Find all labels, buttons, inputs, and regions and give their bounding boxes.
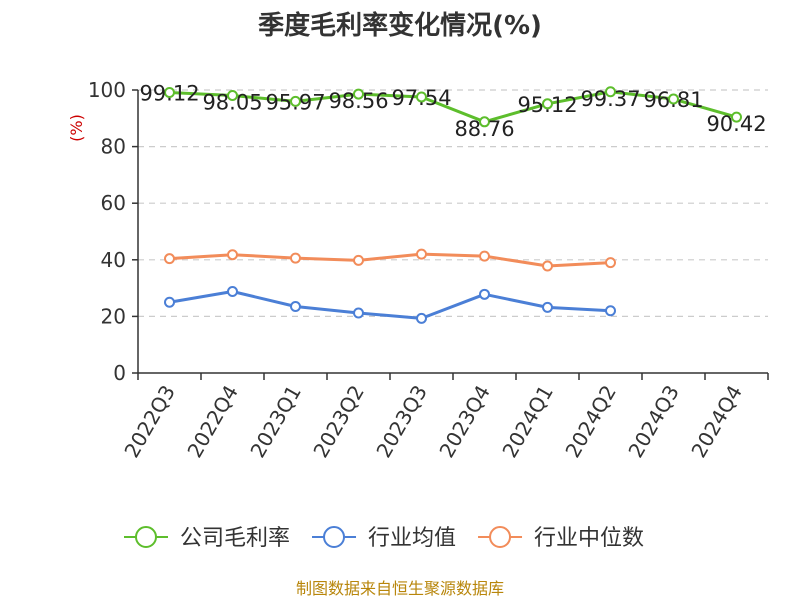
x-tick-label: 2024Q1 bbox=[497, 381, 557, 462]
data-point bbox=[290, 300, 301, 312]
series-line bbox=[169, 289, 611, 320]
data-point bbox=[353, 307, 364, 319]
data-point bbox=[416, 248, 427, 260]
legend-label: 行业中位数 bbox=[534, 526, 644, 551]
data-point bbox=[542, 98, 553, 110]
data-label: 99.37 bbox=[580, 87, 640, 111]
series-line bbox=[169, 252, 611, 268]
data-point bbox=[605, 305, 616, 317]
x-tick-label: 2024Q4 bbox=[686, 381, 746, 462]
data-point bbox=[290, 252, 301, 264]
data-point bbox=[353, 254, 364, 266]
data-label: 98.56 bbox=[328, 89, 388, 113]
chart-title: 季度毛利率变化情况(%) bbox=[258, 10, 542, 41]
data-point bbox=[227, 285, 238, 297]
series-2 bbox=[164, 285, 616, 324]
legend-label: 行业均值 bbox=[368, 526, 456, 551]
y-axis-unit: (%) bbox=[67, 114, 86, 142]
data-point bbox=[479, 250, 490, 262]
data-point bbox=[605, 257, 616, 269]
source-note: 制图数据来自恒生聚源数据库 bbox=[296, 579, 504, 598]
data-point bbox=[542, 301, 553, 313]
x-tick-label: 2024Q2 bbox=[560, 381, 620, 462]
series-1 bbox=[164, 86, 742, 128]
data-label: 90.42 bbox=[706, 112, 766, 136]
legend-item-2[interactable]: 行业均值 bbox=[312, 526, 456, 551]
legend-marker-icon bbox=[489, 526, 512, 548]
series-lines bbox=[164, 86, 742, 324]
legend-marker-icon bbox=[323, 526, 346, 548]
y-tick-label: 100 bbox=[88, 78, 126, 102]
y-tick-label: 0 bbox=[113, 361, 126, 385]
x-tick-label: 2023Q1 bbox=[245, 381, 305, 462]
data-label: 95.12 bbox=[517, 93, 577, 117]
data-label: 95.97 bbox=[265, 90, 325, 114]
legend-marker-icon bbox=[135, 526, 157, 548]
data-point bbox=[164, 86, 175, 98]
legend-label: 公司毛利率 bbox=[180, 526, 290, 551]
data-point bbox=[731, 111, 742, 123]
series-3 bbox=[164, 248, 616, 272]
x-tick-label: 2023Q3 bbox=[371, 381, 431, 462]
data-point bbox=[164, 296, 175, 308]
data-point bbox=[416, 312, 427, 324]
data-point bbox=[290, 95, 301, 107]
data-point bbox=[479, 288, 490, 300]
data-label: 99.12 bbox=[139, 81, 199, 105]
data-label: 96.81 bbox=[643, 88, 703, 112]
x-tick-label: 2024Q3 bbox=[623, 381, 683, 462]
data-label: 97.54 bbox=[391, 86, 451, 110]
data-point bbox=[227, 90, 238, 102]
data-point bbox=[164, 253, 175, 265]
data-point bbox=[416, 91, 427, 103]
data-point bbox=[353, 88, 364, 100]
y-tick-label: 60 bbox=[101, 191, 126, 215]
grid-lines bbox=[138, 89, 768, 317]
y-tick-label: 80 bbox=[101, 135, 126, 159]
x-tick-label: 2023Q4 bbox=[434, 381, 494, 462]
data-label: 88.76 bbox=[454, 117, 514, 141]
data-point bbox=[479, 116, 490, 128]
data-point bbox=[227, 249, 238, 261]
legend-item-3[interactable]: 行业中位数 bbox=[478, 526, 644, 551]
data-point bbox=[605, 86, 616, 98]
x-tick-label: 2022Q3 bbox=[119, 381, 179, 462]
legend-item-1[interactable]: 公司毛利率 bbox=[124, 526, 290, 551]
data-point bbox=[542, 260, 553, 272]
data-label: 98.05 bbox=[202, 91, 262, 115]
legend: 公司毛利率 行业均值 行业中位数 bbox=[124, 526, 644, 551]
y-tick-label: 20 bbox=[101, 304, 126, 328]
series-line bbox=[169, 90, 737, 124]
x-tick-label: 2022Q4 bbox=[182, 381, 242, 462]
x-tick-label: 2023Q2 bbox=[308, 381, 368, 462]
y-tick-label: 40 bbox=[101, 248, 126, 272]
data-point bbox=[668, 93, 679, 105]
